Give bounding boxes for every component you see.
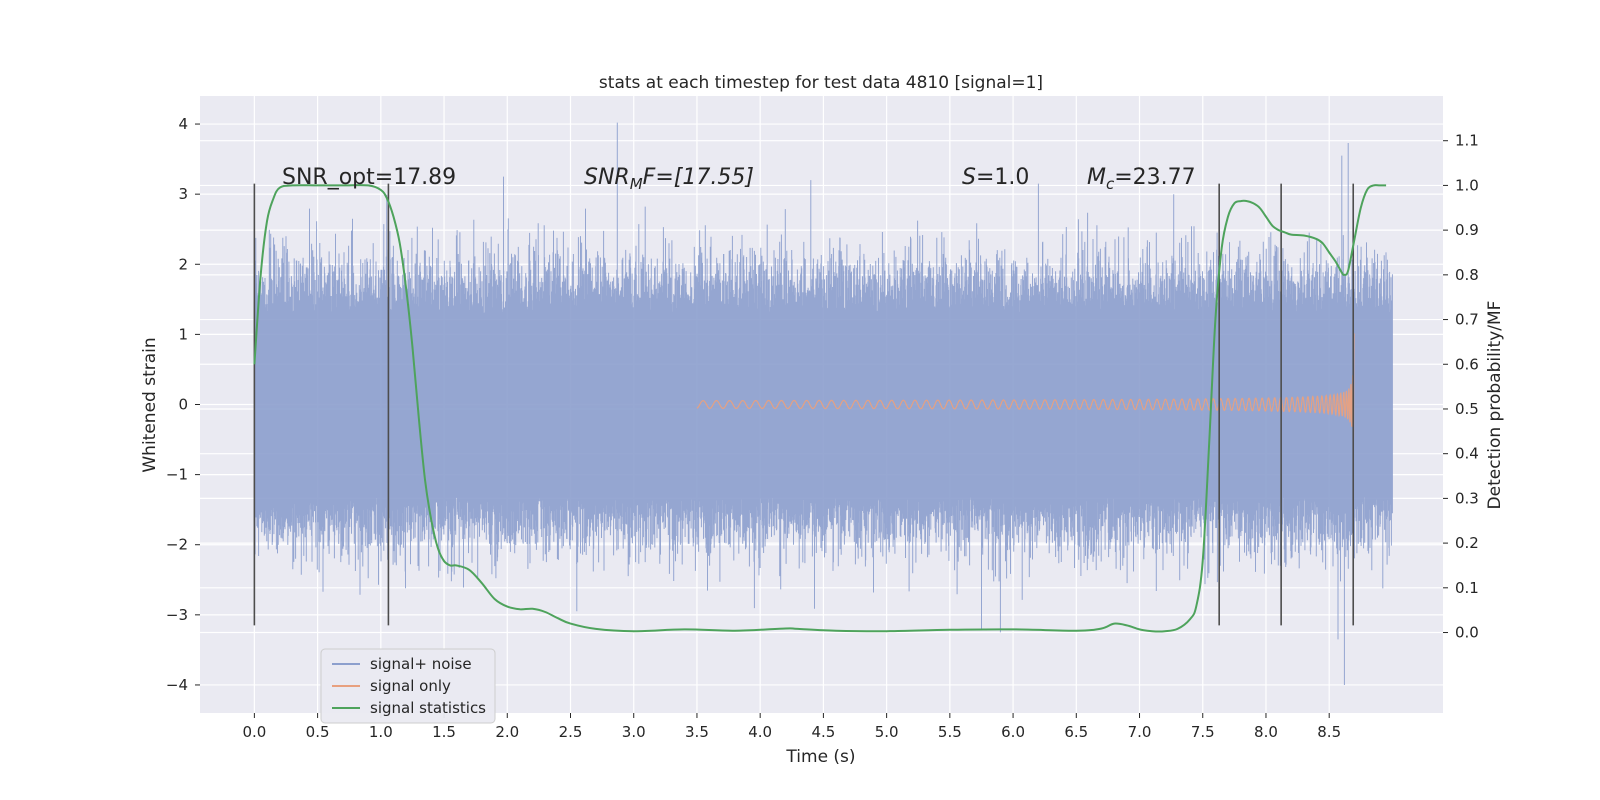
- annotation-mc: Mc=23.77: [1087, 165, 1196, 193]
- chart-title: stats at each timestep for test data 481…: [599, 73, 1043, 93]
- y-tick-label: −2: [166, 536, 188, 554]
- y-tick-label: −3: [166, 606, 188, 624]
- right-tick-label: 0.9: [1455, 221, 1479, 239]
- y-tick-label: 1: [178, 325, 188, 343]
- series-signal-only: [696, 333, 1355, 441]
- y-tick-label: 4: [178, 115, 188, 133]
- legend-label-signal-statistics: signal statistics: [370, 699, 486, 717]
- x-tick-label: 1.5: [432, 723, 456, 741]
- annotation-s: S=1.0: [962, 165, 1029, 190]
- x-tick-label: 8.5: [1317, 723, 1341, 741]
- x-tick-label: 7.0: [1128, 723, 1152, 741]
- x-tick-label: 0.5: [306, 723, 330, 741]
- y-tick-label: 2: [178, 255, 188, 273]
- x-tick-label: 6.0: [1001, 723, 1025, 741]
- series-signal-statistics: [253, 184, 1387, 633]
- legend-box: [320, 648, 496, 724]
- right-tick-label: 0.8: [1455, 266, 1479, 284]
- x-tick-label: 4.0: [748, 723, 772, 741]
- x-tick-label: 5.5: [938, 723, 962, 741]
- legend: signal+ noise signal only signal statist…: [320, 648, 496, 724]
- y-tick-label: −4: [166, 676, 188, 694]
- right-tick-label: 1.0: [1455, 176, 1479, 194]
- x-tick-label: 1.0: [369, 723, 393, 741]
- right-tick-label: 0.3: [1455, 489, 1479, 507]
- annotation-mc-symbol: M: [1087, 165, 1106, 190]
- x-tick-label: 7.5: [1191, 723, 1215, 741]
- vertical-markers: [253, 183, 1355, 626]
- x-axis-title: Time (s): [785, 747, 855, 767]
- annotation-mc-sub: c: [1106, 175, 1115, 193]
- x-tick-label: 0.0: [242, 723, 266, 741]
- y-tick-label: 0: [178, 396, 188, 414]
- right-tick-label: 1.1: [1455, 132, 1479, 150]
- x-tick-label: 2.5: [559, 723, 583, 741]
- y-tick-label: 3: [178, 185, 188, 203]
- x-tick-label: 4.5: [811, 723, 835, 741]
- annotation-snr-opt: SNR_opt=17.89: [282, 165, 456, 190]
- annotation-snr-mf: SNRMF=[17.55]: [584, 165, 754, 193]
- annotation-mc-value: =23.77: [1114, 165, 1195, 190]
- y-axis-ticks: 4 3 2 1 0 −1 −2 −3 −4: [166, 115, 200, 694]
- x-tick-label: 2.0: [495, 723, 519, 741]
- signal-only-line: [696, 333, 1355, 441]
- annotation-snr-mf-part-b: F=[17.55]: [643, 165, 754, 190]
- x-axis-ticks: 0.0 0.5 1.0 1.5 2.0 2.5 3.0 3.5 4.0 4.5 5.0 5.5 6.0 6…: [242, 713, 1341, 741]
- right-tick-label: 0.4: [1455, 445, 1479, 463]
- x-tick-label: 5.0: [875, 723, 899, 741]
- x-tick-label: 6.5: [1064, 723, 1088, 741]
- x-tick-label: 3.5: [685, 723, 709, 741]
- annotation-s-symbol: S: [962, 165, 976, 190]
- signal-statistics-line: [253, 184, 1387, 633]
- x-tick-label: 8.0: [1254, 723, 1278, 741]
- right-tick-label: 0.0: [1455, 624, 1479, 642]
- right-tick-label: 0.7: [1455, 311, 1479, 329]
- y-tick-label: −1: [166, 466, 188, 484]
- y-axis-title: Whitened strain: [140, 337, 160, 472]
- right-tick-label: 0.1: [1455, 579, 1479, 597]
- annotation-snr-mf-sub: M: [630, 175, 643, 193]
- annotation-s-value: =1.0: [976, 165, 1029, 190]
- right-tick-label: 0.5: [1455, 400, 1479, 418]
- legend-label-signal-only: signal only: [370, 677, 451, 695]
- right-tick-label: 0.6: [1455, 355, 1479, 373]
- right-axis-ticks: 1.1 1.0 0.9 0.8 0.7 0.6 0.5 0.4 0.3 0.2 0.1 0.0: [1443, 132, 1479, 642]
- right-tick-label: 0.2: [1455, 534, 1479, 552]
- legend-label-signal-noise: signal+ noise: [370, 655, 472, 673]
- annotation-snr-mf-part-a: SNR: [584, 165, 630, 190]
- x-tick-label: 3.0: [622, 723, 646, 741]
- right-axis-title: Detection probability/MF: [1485, 301, 1505, 510]
